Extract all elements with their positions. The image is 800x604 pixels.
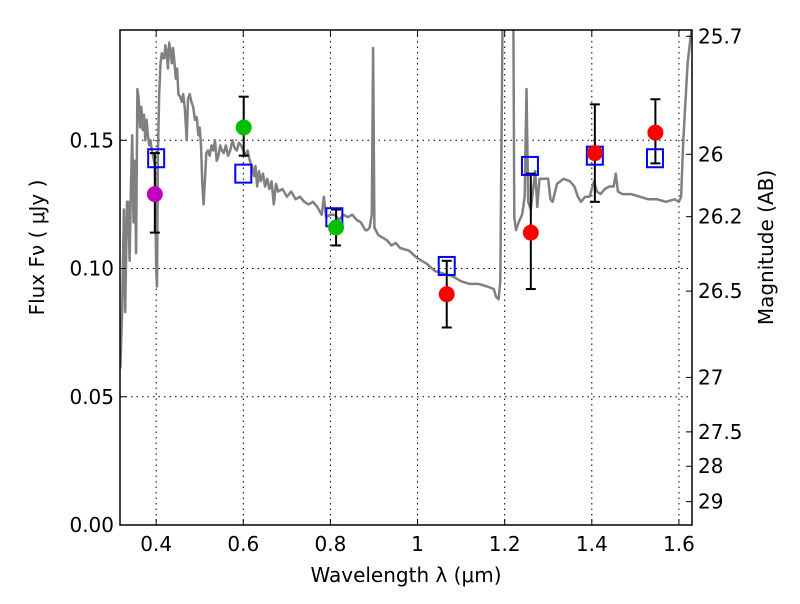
model-photometry-box (147, 148, 166, 169)
x-axis-label: Wavelength λ (μm) (310, 563, 501, 587)
spectrum-line (120, 30, 692, 369)
observed-red-point (522, 224, 539, 241)
y2-tick-label: 26.5 (698, 279, 743, 303)
observed-magenta-point (146, 186, 163, 203)
y2-tick-label: 27 (698, 365, 723, 389)
y2-tick-label: 29 (698, 490, 723, 514)
observed-red-point (647, 124, 664, 141)
y2-tick-label: 25.7 (698, 24, 743, 48)
plot-frame (119, 29, 693, 526)
observed-red-point (438, 286, 455, 303)
y-tick-label: 0.10 (69, 257, 114, 281)
y2-axis-label: Magnitude (AB) (754, 170, 778, 325)
x-tick-label: 0.6 (227, 532, 259, 556)
observed-red-point (586, 145, 603, 162)
observed-green-point (235, 119, 252, 136)
x-tick-label: 0.8 (315, 532, 347, 556)
y-axis-label: Flux Fν ( μJy ) (25, 180, 49, 316)
x-tick-label: 0.4 (140, 532, 172, 556)
grid-lines (120, 30, 692, 525)
y2-tick-label: 26 (698, 142, 723, 166)
x-tick-label: 1 (411, 532, 424, 556)
y2-tick-label: 26.2 (698, 205, 743, 229)
spectrum-layer (120, 30, 692, 369)
y2-tick-label: 28 (698, 454, 723, 478)
model-photometry-box (437, 255, 456, 276)
model-photometry-box (645, 148, 664, 169)
x-tick-label: 1.4 (576, 532, 608, 556)
x-tick-label: 1.2 (489, 532, 521, 556)
model-photometry-box (520, 155, 539, 176)
y-tick-label: 0.05 (69, 385, 114, 409)
data-marks (146, 95, 664, 329)
axis-ticks: 0.4 0.6 0.8 1 1.2 1.4 1.6 0.00 0.05 0.10 0.15 25.7 2… (69, 24, 742, 556)
x-tick-label: 1.6 (663, 532, 695, 556)
y2-tick-label: 27.5 (698, 420, 743, 444)
y-tick-label: 0.15 (69, 128, 114, 152)
model-photometry-box (234, 163, 253, 184)
observed-green-point (328, 219, 345, 236)
y-tick-label: 0.00 (69, 513, 114, 537)
